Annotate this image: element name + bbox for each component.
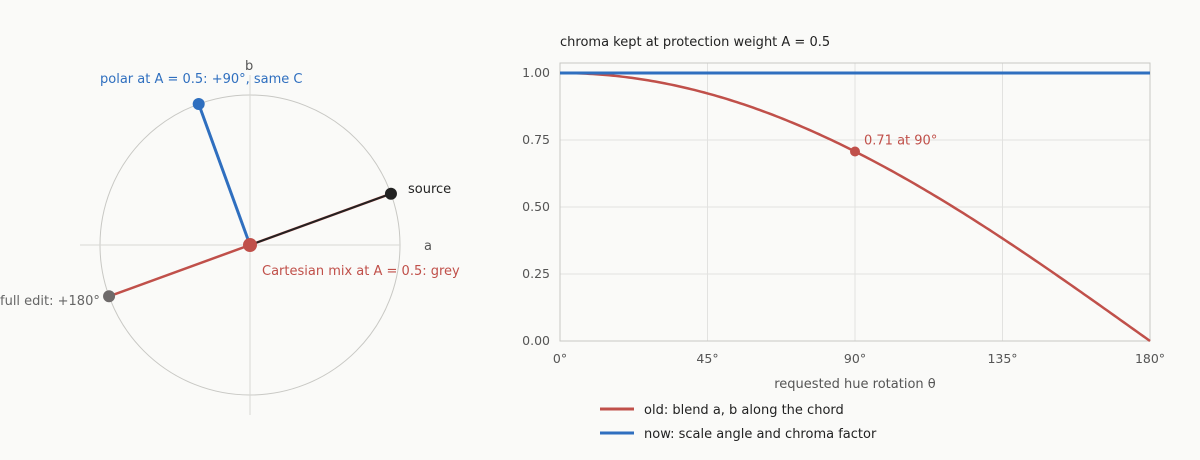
y-tick-label: 0.75 bbox=[522, 132, 550, 147]
legend-now-label: now: scale angle and chroma factor bbox=[644, 427, 877, 442]
b-axis-label: b bbox=[245, 59, 253, 74]
cartesian-mix-point bbox=[243, 238, 257, 252]
annotation-label: 0.71 at 90° bbox=[864, 134, 937, 149]
line-chart: chroma kept at protection weight A = 0.5… bbox=[522, 35, 1165, 442]
a-axis-label: a bbox=[424, 239, 432, 254]
legend: old: blend a, b along the chord now: sca… bbox=[600, 403, 877, 442]
y-ticks: 0.00 0.25 0.50 0.75 1.00 bbox=[522, 65, 550, 348]
source-point bbox=[384, 187, 397, 200]
full-edit-point bbox=[103, 290, 116, 303]
legend-old-label: old: blend a, b along the chord bbox=[644, 403, 844, 418]
polar-diagram: a b source polar at A = 0.5: +90°, same … bbox=[0, 59, 460, 415]
y-tick-label: 0.50 bbox=[522, 199, 550, 214]
y-tick-label: 1.00 bbox=[522, 65, 550, 80]
x-axis-label: requested hue rotation θ bbox=[774, 377, 936, 392]
cartesian-label: Cartesian mix at A = 0.5: grey bbox=[262, 264, 460, 279]
source-label: source bbox=[408, 182, 451, 197]
chart-title: chroma kept at protection weight A = 0.5 bbox=[560, 35, 830, 50]
x-tick-label: 180° bbox=[1135, 351, 1165, 366]
x-ticks: 0° 45° 90° 135° 180° bbox=[553, 351, 1165, 366]
full-edit-label: full edit: +180° bbox=[0, 294, 100, 309]
plot-frame bbox=[559, 62, 1151, 342]
annotation-point bbox=[850, 146, 860, 157]
x-tick-label: 135° bbox=[987, 351, 1017, 366]
x-tick-label: 45° bbox=[696, 351, 718, 366]
polar-point bbox=[192, 98, 205, 111]
y-tick-label: 0.00 bbox=[522, 333, 550, 348]
source-vector bbox=[249, 192, 392, 246]
y-tick-label: 0.25 bbox=[522, 266, 550, 281]
x-tick-label: 0° bbox=[553, 351, 567, 366]
x-tick-label: 90° bbox=[844, 351, 866, 366]
polar-vector bbox=[197, 103, 252, 246]
polar-label: polar at A = 0.5: +90°, same C bbox=[100, 72, 303, 87]
grid bbox=[559, 63, 1151, 342]
